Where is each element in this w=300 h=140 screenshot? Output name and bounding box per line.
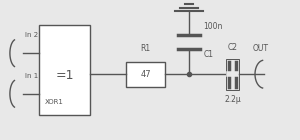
Text: 47: 47: [140, 70, 151, 79]
Text: R1: R1: [140, 44, 151, 53]
Text: C2: C2: [227, 43, 238, 52]
Text: In 2: In 2: [25, 32, 38, 38]
Text: In 1: In 1: [25, 73, 38, 79]
Text: XOR1: XOR1: [45, 99, 64, 105]
Text: OUT: OUT: [253, 44, 269, 53]
Text: C1: C1: [203, 50, 213, 59]
Bar: [126, 62, 165, 87]
Bar: [226, 59, 239, 90]
Bar: [39, 25, 90, 115]
Text: =1: =1: [55, 69, 74, 82]
Text: 2.2μ: 2.2μ: [224, 95, 241, 104]
Text: 100n: 100n: [203, 22, 223, 31]
